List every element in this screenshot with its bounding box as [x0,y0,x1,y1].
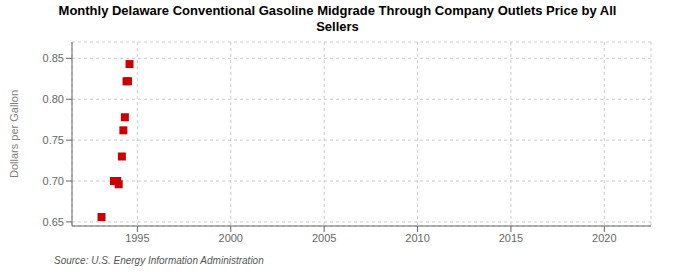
svg-text:Dollars per Gallon: Dollars per Gallon [8,90,20,178]
svg-text:0.65: 0.65 [43,216,64,228]
svg-text:1995: 1995 [125,232,149,244]
svg-text:0.85: 0.85 [43,52,64,64]
html-text:Source: U.S. Energy Informatio: Source: U.S. Energy Information Administ… [54,255,264,266]
svg-text:2010: 2010 [405,232,429,244]
svg-text:0.70: 0.70 [43,175,64,187]
html-text:Monthly Delaware Conventional: Monthly Delaware Conventional Gasoline M… [58,3,617,18]
svg-text:0.80: 0.80 [43,93,64,105]
svg-text:2000: 2000 [219,232,243,244]
html-text:Sellers: Sellers [316,19,359,34]
svg-text:2020: 2020 [592,232,616,244]
svg-text:2005: 2005 [312,232,336,244]
svg-text:2015: 2015 [499,232,523,244]
svg-text:0.75: 0.75 [43,134,64,146]
